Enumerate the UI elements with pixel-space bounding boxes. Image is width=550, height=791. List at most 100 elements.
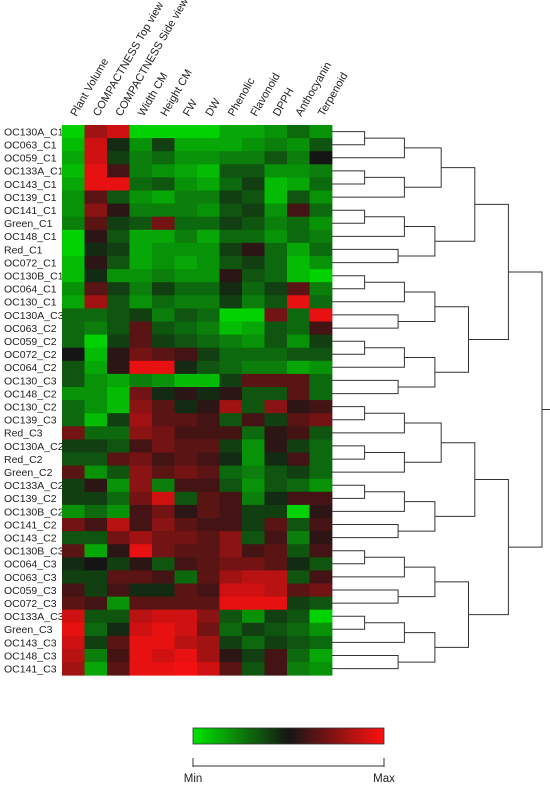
- heatmap-cell: [62, 583, 85, 597]
- heatmap-cell: [107, 491, 130, 506]
- dendrogram-link: [332, 248, 399, 264]
- dendrogram-link: [332, 340, 366, 355]
- heatmap-cell: [197, 583, 220, 597]
- heatmap-cell: [107, 662, 130, 676]
- heatmap-cell: [84, 269, 108, 283]
- heatmap-cell: [197, 282, 220, 296]
- heatmap-cell: [309, 478, 333, 493]
- heatmap-cell: [264, 360, 288, 375]
- heatmap-cell: [242, 557, 265, 571]
- heatmap-cell: [287, 360, 310, 375]
- heatmap-cell: [84, 308, 108, 322]
- heatmap-cell: [287, 649, 310, 663]
- heatmap-cell: [197, 216, 220, 231]
- heatmap-cell: [309, 321, 333, 335]
- heatmap-cell: [107, 177, 130, 191]
- heatmap-cell: [242, 491, 265, 506]
- heatmap-cell: [309, 282, 333, 296]
- heatmap-cell: [152, 242, 175, 257]
- heatmap-cell: [84, 295, 108, 309]
- heatmap-cell: [309, 570, 333, 584]
- heatmap-cell: [264, 504, 288, 519]
- heatmap-cell: [62, 138, 85, 152]
- heatmap-cell: [84, 387, 108, 401]
- heatmap-cell: [287, 269, 310, 283]
- row-label: OC148_C1: [4, 231, 57, 243]
- heatmap-cell: [287, 216, 310, 231]
- heatmap-cell: [197, 203, 220, 218]
- row-label: OC064_C1: [4, 284, 57, 296]
- heatmap-cell: [219, 282, 243, 296]
- heatmap-cell: [62, 622, 85, 637]
- heatmap-cell: [107, 452, 130, 466]
- row-label: OC133A_C1: [4, 166, 64, 178]
- heatmap-cell: [197, 360, 220, 375]
- dendrogram-link: [332, 314, 399, 329]
- heatmap-cell: [107, 544, 130, 558]
- heatmap-cell: [309, 308, 333, 322]
- heatmap-cell: [107, 203, 130, 218]
- heatmap-cell: [107, 622, 130, 637]
- dendrogram-link: [332, 556, 405, 578]
- heatmap-cell: [264, 282, 288, 296]
- heatmap-cell: [84, 544, 108, 558]
- heatmap-cell: [84, 478, 108, 493]
- heatmap-cell: [242, 662, 265, 676]
- heatmap-cell: [84, 256, 108, 270]
- heatmap-cell: [242, 570, 265, 584]
- heatmap-cell: [62, 504, 85, 519]
- row-label: OC141_C2: [4, 519, 57, 531]
- heatmap-cell: [62, 125, 85, 139]
- heatmap-cell: [309, 334, 333, 349]
- heatmap-cell: [84, 596, 108, 611]
- heatmap-cell: [174, 557, 198, 571]
- row-label: OC148_C2: [4, 388, 57, 400]
- heatmap-cell: [174, 518, 198, 532]
- heatmap-cell: [242, 478, 265, 493]
- heatmap-cell: [174, 334, 198, 349]
- heatmap-cell: [287, 504, 310, 519]
- heatmap-cell: [242, 649, 265, 663]
- heatmap-cell: [84, 426, 108, 440]
- row-label: OC130A_C2: [4, 441, 64, 453]
- heatmap-cell: [287, 177, 310, 191]
- heatmap-cell: [174, 400, 198, 414]
- heatmap-cell: [242, 229, 265, 244]
- heatmap-cell: [129, 177, 153, 191]
- heatmap-cell: [264, 570, 288, 584]
- heatmap-cell: [242, 452, 265, 466]
- heatmap-cell: [129, 622, 153, 637]
- heatmap-cell: [62, 282, 85, 296]
- heatmap-cell: [242, 125, 265, 139]
- heatmap-cell: [309, 518, 333, 532]
- heatmap-cell: [62, 347, 85, 362]
- heatmap-cell: [107, 256, 130, 270]
- dendrogram-link: [332, 412, 405, 434]
- heatmap-cell: [174, 649, 198, 663]
- heatmap-cell: [309, 635, 333, 650]
- heatmap-cell: [107, 321, 130, 335]
- heatmap-cell: [242, 190, 265, 204]
- heatmap-cell: [197, 334, 220, 349]
- heatmap-cell: [84, 138, 108, 152]
- heatmap-cell: [219, 177, 243, 191]
- heatmap-cell: [84, 334, 108, 349]
- dendrogram-link: [332, 655, 399, 670]
- heatmap-cell: [129, 465, 153, 480]
- heatmap-cell: [174, 347, 198, 362]
- heatmap-cell: [129, 242, 153, 257]
- heatmap-cell: [84, 635, 108, 650]
- heatmap-cell: [84, 413, 108, 427]
- heatmap-cell: [129, 649, 153, 663]
- heatmap-cell: [309, 662, 333, 676]
- heatmap-cell: [287, 478, 310, 493]
- heatmap-cell: [62, 635, 85, 650]
- heatmap-cell: [107, 583, 130, 597]
- heatmap-cell: [84, 125, 108, 139]
- heatmap-cell: [62, 413, 85, 427]
- dendrogram-link: [332, 491, 405, 512]
- heatmap-cell: [152, 544, 175, 558]
- heatmap-cell: [152, 583, 175, 597]
- dendrogram-link: [332, 445, 366, 460]
